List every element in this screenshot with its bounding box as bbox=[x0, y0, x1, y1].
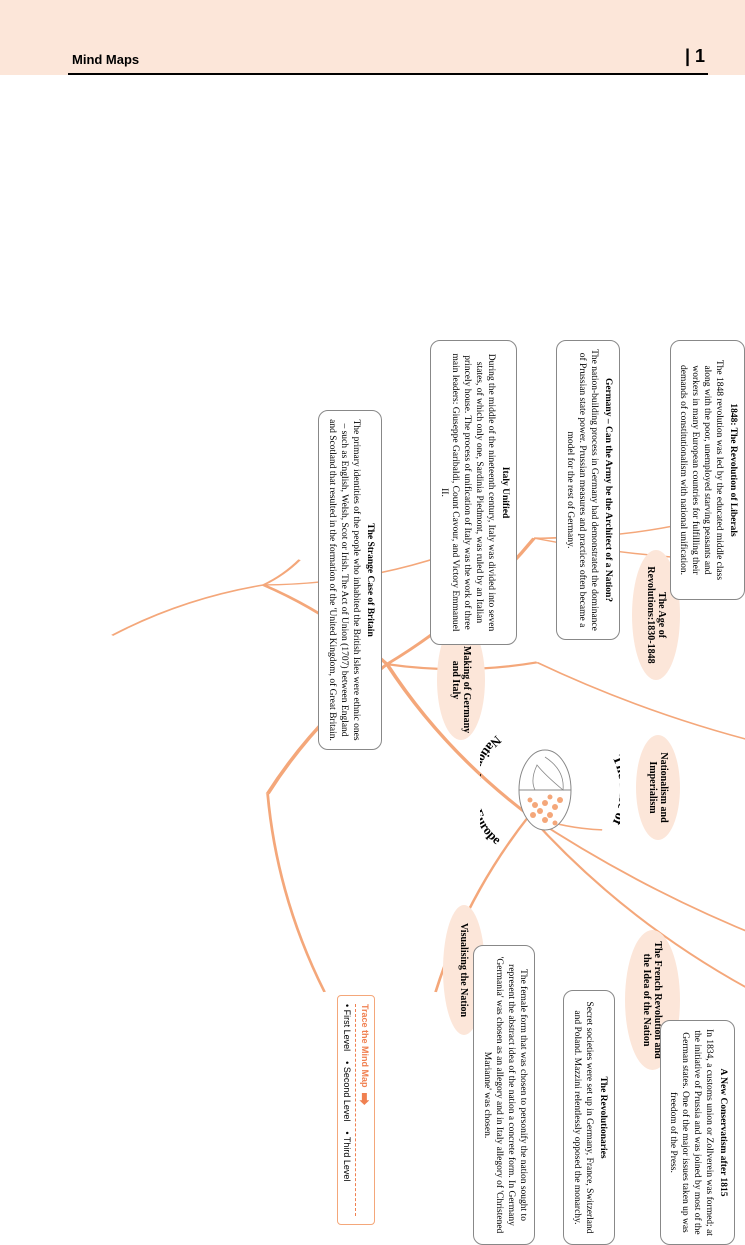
legend-box: Trace the Mind Map • First Level • Secon… bbox=[337, 995, 375, 1225]
leaf-french_rev-3: The RevolutionariesSecret societies were… bbox=[563, 990, 615, 1245]
leaf-body: In 1834, a customs union or Zollverein w… bbox=[669, 1029, 715, 1236]
leaf-title: A New Conservatism after 1815 bbox=[716, 1029, 728, 1236]
leaf-body: During the middle of the nineteenth cent… bbox=[439, 353, 497, 631]
mindmap-canvas: The Rise of Nationalism in Europe The Fr… bbox=[40, 340, 745, 1010]
leaf-title: 1848: The Revolution of Liberals bbox=[726, 349, 738, 591]
leaf-body: The primary identities of the people who… bbox=[327, 419, 361, 741]
leaf-age_rev-2: 1848: The Revolution of LiberalsThe 1848… bbox=[670, 340, 745, 600]
svg-text:Nationalism in Europe: Nationalism in Europe bbox=[480, 733, 504, 847]
legend-heading: Trace the Mind Map bbox=[360, 1004, 370, 1088]
svg-text:The Rise of: The Rise of bbox=[609, 753, 620, 828]
leaf-body: The female form that was chosen to perso… bbox=[482, 957, 528, 1234]
leaf-title: The Revolutionaries bbox=[596, 999, 608, 1236]
page-number: | 1 bbox=[685, 46, 705, 67]
arrow-icon bbox=[359, 1093, 369, 1105]
connector-lines bbox=[40, 340, 745, 1010]
leaf-vis_nation-0: The female form that was chosen to perso… bbox=[474, 945, 536, 1245]
leaf-title: The Strange Case of Britain bbox=[363, 419, 375, 741]
leaf-body: The nation-building process in Germany h… bbox=[565, 349, 599, 631]
leaf-body: Secret societies were set up in Germany,… bbox=[572, 1001, 594, 1233]
center-title-arc: The Rise of Nationalism in Europe bbox=[480, 700, 620, 880]
leaf-making_gi-1: Italy UnifiedDuring the middle of the ni… bbox=[430, 340, 517, 645]
leaf-title: Germany – Can the Army be the Architect … bbox=[601, 349, 613, 631]
leaf-french_rev-2: A New Conservatism after 1815In 1834, a … bbox=[660, 1020, 735, 1245]
leaf-body: The 1848 revolution was led by the educa… bbox=[679, 360, 725, 580]
legend-levels: • First Level • Second Level • Third Lev… bbox=[342, 1004, 352, 1216]
header-title: Mind Maps bbox=[72, 52, 139, 67]
header-rule bbox=[68, 73, 708, 75]
leaf-title: Italy Unified bbox=[498, 349, 510, 636]
leaf-making_gi-0: Germany – Can the Army be the Architect … bbox=[557, 340, 621, 640]
branch-nat_imp: Nationalism and Imperialism bbox=[636, 735, 680, 840]
leaf-making_gi-2: The Strange Case of BritainThe primary i… bbox=[319, 410, 383, 750]
